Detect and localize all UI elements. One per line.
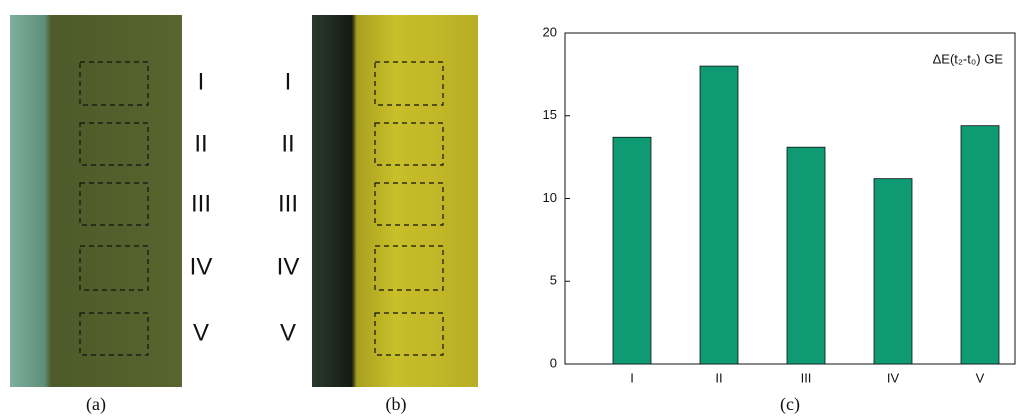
photo-a	[10, 15, 182, 387]
region-label: V	[280, 319, 296, 346]
region-label: IV	[190, 253, 213, 280]
x-tick-label: I	[630, 370, 634, 385]
photo-b-image	[312, 15, 478, 387]
caption-b: (b)	[386, 394, 407, 415]
plot-frame	[564, 32, 1016, 365]
bar	[699, 65, 739, 365]
y-tick-label: 10	[543, 190, 557, 205]
dashed-regions	[374, 61, 444, 356]
y-tick-label: 20	[543, 24, 557, 39]
caption-c: (c)	[780, 394, 800, 415]
region-label: V	[193, 319, 209, 346]
region-label: IV	[277, 253, 300, 280]
y-tick-label: 5	[550, 273, 557, 288]
region-label: I	[198, 68, 205, 95]
photo-b	[312, 15, 478, 387]
region-label: II	[281, 130, 294, 157]
bar	[873, 178, 913, 365]
x-tick-label: V	[976, 370, 985, 385]
y-tick-label: 15	[543, 107, 557, 122]
photo-a-image	[10, 15, 182, 387]
x-tick-label: II	[715, 370, 722, 385]
x-tick-label: IV	[887, 370, 900, 385]
bar	[786, 146, 826, 365]
region-label: II	[194, 130, 207, 157]
bar	[960, 125, 1000, 365]
region-label: III	[278, 190, 298, 217]
region-label: III	[191, 190, 211, 217]
y-tick-label: 0	[550, 355, 557, 370]
region-label: I	[285, 68, 292, 95]
bar	[612, 136, 652, 365]
dashed-regions	[79, 61, 149, 356]
annotation: ΔE(t₂-t₀) GE	[933, 51, 1004, 66]
x-tick-label: III	[801, 370, 812, 385]
caption-a: (a)	[86, 394, 106, 415]
